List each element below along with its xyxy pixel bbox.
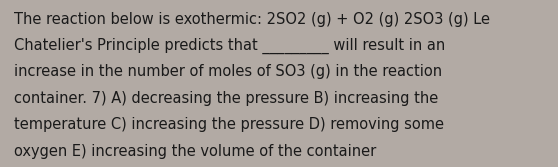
Text: oxygen E) increasing the volume of the container: oxygen E) increasing the volume of the c… [14,144,376,159]
Text: Chatelier's Principle predicts that _________ will result in an: Chatelier's Principle predicts that ____… [14,38,445,54]
Text: increase in the number of moles of SO3 (g) in the reaction: increase in the number of moles of SO3 (… [14,64,442,79]
Text: temperature C) increasing the pressure D) removing some: temperature C) increasing the pressure D… [14,117,444,132]
Text: container. 7) A) decreasing the pressure B) increasing the: container. 7) A) decreasing the pressure… [14,91,438,106]
Text: The reaction below is exothermic: 2SO2 (g) + O2 (g) 2SO3 (g) Le: The reaction below is exothermic: 2SO2 (… [14,12,490,27]
